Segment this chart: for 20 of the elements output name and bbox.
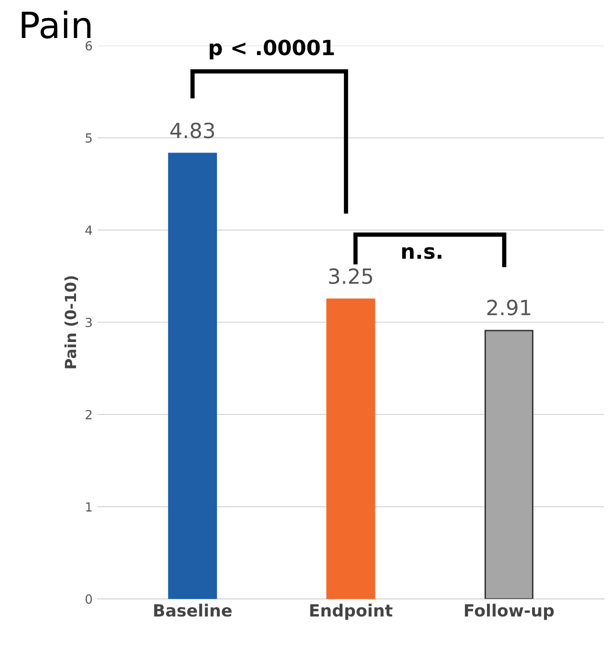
bar xyxy=(326,298,376,599)
x-tick-label: Endpoint xyxy=(310,604,392,620)
bar xyxy=(484,330,534,599)
x-tick-label: Follow-up xyxy=(464,604,554,620)
y-tick-label: 3 xyxy=(86,318,92,328)
data-label: 2.91 xyxy=(487,300,530,316)
annotation: p < .00001 xyxy=(210,40,334,60)
chart-title: Pain xyxy=(22,10,90,39)
y-tick-label: 4 xyxy=(85,226,92,235)
y-tick-label: 1 xyxy=(86,502,92,512)
y-tick-label: 2 xyxy=(86,410,92,420)
data-label: 3.25 xyxy=(329,268,372,284)
data-label: 4.83 xyxy=(170,122,214,138)
x-tick-label: Baseline xyxy=(154,604,232,617)
y-tick-label: 5 xyxy=(86,133,92,143)
y-axis-title: Pain (0-10) xyxy=(64,276,78,368)
annotation: n.s. xyxy=(402,247,442,260)
y-tick-label: 6 xyxy=(86,41,92,50)
y-tick-label: 0 xyxy=(86,594,92,604)
bar xyxy=(168,152,217,599)
